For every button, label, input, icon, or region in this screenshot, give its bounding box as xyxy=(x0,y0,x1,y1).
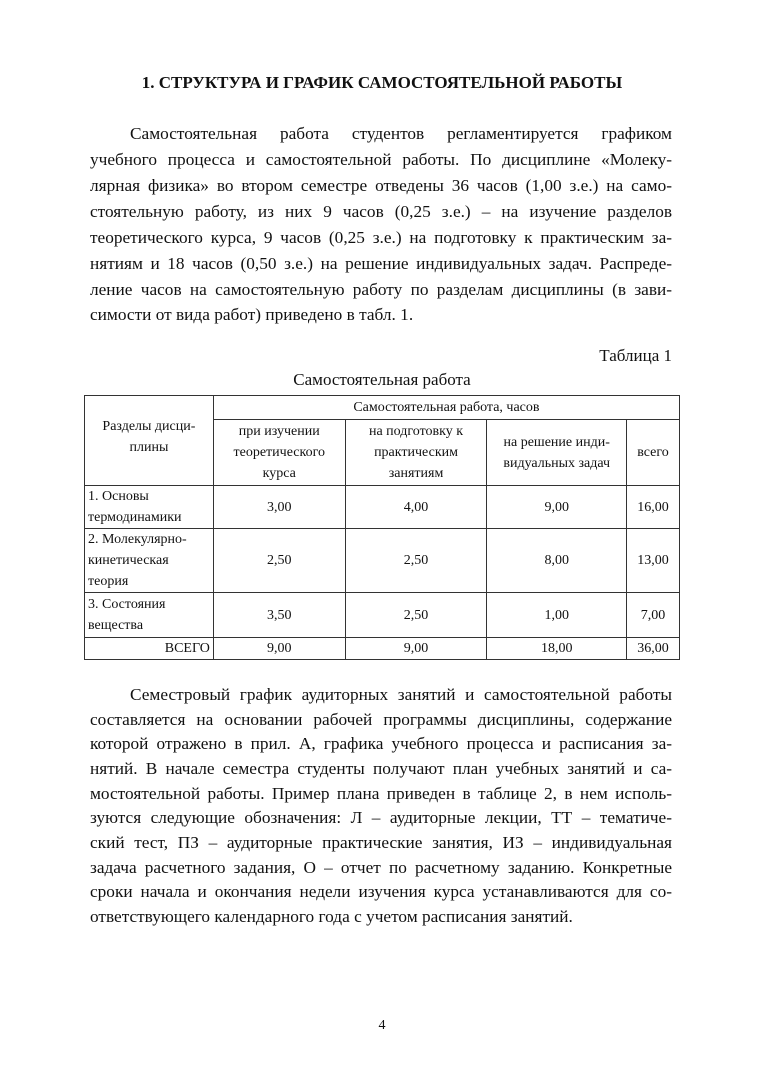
table-header-row: при изучении теоретического курса на под… xyxy=(85,419,680,486)
header-sections: Разделы дисци-плины xyxy=(84,395,214,486)
cell: 13,00 xyxy=(626,528,680,593)
row-section: 2. Молекулярно-кинетическая теория xyxy=(84,528,214,593)
cell: 16,00 xyxy=(626,485,680,529)
text-line: ответствующего календарного года с учето… xyxy=(90,907,573,926)
text-line: ский тест, ПЗ – аудиторные практические … xyxy=(90,833,672,852)
cell: 1,00 xyxy=(486,592,628,638)
cell: 3,00 xyxy=(212,485,346,529)
table-total-row: ВСЕГО 9,00 9,00 18,00 36,00 xyxy=(84,637,680,660)
text-line: нятий. В начале семестра студенты получа… xyxy=(90,759,672,778)
text-line: сроки начала и окончания недели изучения… xyxy=(90,882,672,901)
table-header-row: Разделы дисци-плины Самостоятельная рабо… xyxy=(84,395,681,486)
header-col: всего xyxy=(626,419,680,486)
cell: 9,00 xyxy=(344,637,488,660)
text-line: Семестровый график аудиторных занятий и … xyxy=(130,685,672,704)
header-col: при изучении теоретического курса xyxy=(212,419,346,486)
row-section: 1. Основы термодинамики xyxy=(84,485,214,529)
cell: 4,00 xyxy=(344,485,488,529)
row-section: 3. Состояния вещества xyxy=(84,592,214,638)
cell: 3,50 xyxy=(212,592,346,638)
cell: 36,00 xyxy=(626,637,680,660)
text-line: мостоятельной работы. Пример плана приве… xyxy=(90,784,672,803)
text-line: стоятельную работу, из них 9 часов (0,25… xyxy=(90,202,672,221)
text-line: теоретического курса, 9 часов (0,25 з.е.… xyxy=(90,228,672,247)
text-line: зуются следующие обозначения: Л – аудито… xyxy=(90,808,672,827)
hours-table: Разделы дисци-плины Самостоятельная рабо… xyxy=(84,395,681,660)
table-row: 1. Основы термодинамики 3,00 4,00 9,00 1… xyxy=(84,485,680,529)
text-line: Самостоятельная работа студентов регламе… xyxy=(130,124,672,143)
section-title: 1. СТРУКТУРА И ГРАФИК САМОСТОЯТЕЛЬНОЙ РА… xyxy=(141,73,623,92)
table-caption: Самостоятельная работа xyxy=(293,370,471,389)
table-number: Таблица 1 xyxy=(599,346,672,365)
cell: 2,50 xyxy=(344,592,488,638)
cell: 7,00 xyxy=(626,592,680,638)
text-line: нятиям и 18 часов (0,50 з.е.) на решение… xyxy=(90,254,672,273)
header-col: на решение инди-видуальных задач xyxy=(486,419,628,486)
text-line: ление часов на самостоятельную работу по… xyxy=(90,280,672,299)
header-group: Самостоятельная работа, часов xyxy=(212,395,681,420)
cell: 8,00 xyxy=(486,528,628,593)
text-line: симости от вида работ) приведено в табл.… xyxy=(90,305,414,324)
cell: 2,50 xyxy=(212,528,346,593)
cell: 9,00 xyxy=(212,637,346,660)
text-line: задача расчетного задания, О – отчет по … xyxy=(90,858,672,877)
cell: 9,00 xyxy=(486,485,628,529)
text-line: которой отражено в прил. А, графика учеб… xyxy=(90,734,672,753)
header-col: на подготовку к практическим занятиям xyxy=(344,419,488,486)
text-line: составляется на основании рабочей програ… xyxy=(90,710,672,729)
text-line: учебного процесса и самостоятельной рабо… xyxy=(90,150,672,169)
cell: 2,50 xyxy=(344,528,488,593)
table-row: 3. Состояния вещества 3,50 2,50 1,00 7,0… xyxy=(84,592,680,638)
cell: 18,00 xyxy=(486,637,628,660)
page-number: 4 xyxy=(378,1018,386,1033)
total-label: ВСЕГО xyxy=(84,637,214,660)
table-row: 2. Молекулярно-кинетическая теория 2,50 … xyxy=(84,528,680,593)
text-line: лярная физика» во втором семестре отведе… xyxy=(90,176,672,195)
